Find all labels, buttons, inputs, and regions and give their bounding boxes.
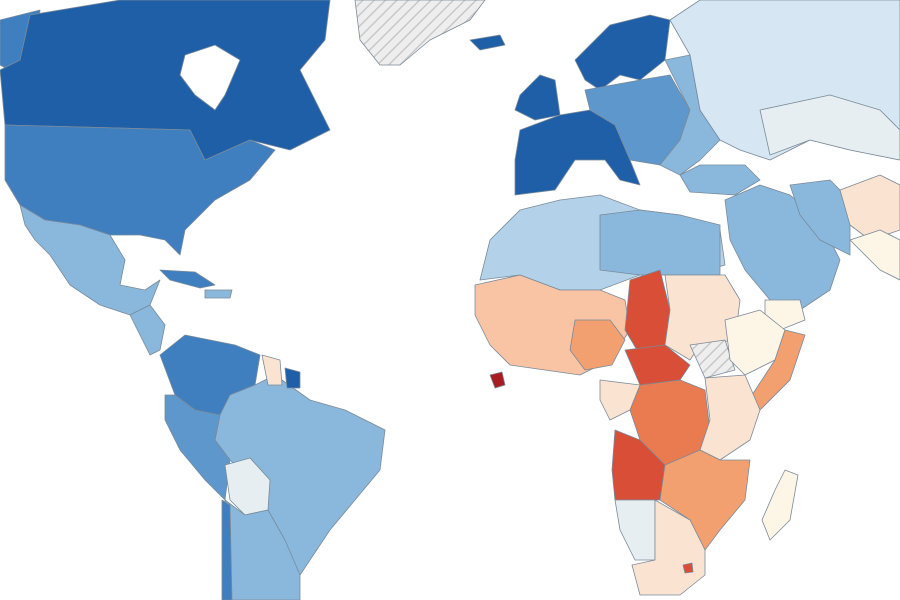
kazakhstan-region: [759, 94, 900, 161]
nigeria: [569, 319, 626, 371]
madagascar: [761, 469, 799, 541]
chile: [221, 499, 233, 600]
peru-ecuador: [164, 394, 231, 501]
sierra-leone: [489, 371, 506, 389]
south-asia: [839, 174, 900, 241]
turkey: [679, 164, 761, 196]
guyanas: [261, 354, 283, 386]
hispaniola: [204, 289, 233, 299]
central-african: [624, 344, 691, 386]
gulf-of-guinea: [599, 379, 641, 421]
scandinavia: [574, 14, 671, 91]
east-africa: [699, 374, 761, 461]
french-guiana: [284, 367, 301, 389]
mexico: [19, 204, 161, 316]
south-sudan: [689, 339, 736, 379]
cuba: [159, 269, 216, 289]
iran: [789, 179, 851, 256]
central-america: [129, 304, 166, 356]
namibia: [614, 499, 656, 561]
canada-hudson-bay: [179, 44, 241, 111]
canada: [0, 0, 331, 161]
lesotho: [682, 562, 694, 574]
greenland: [354, 0, 486, 66]
zambia-mozambique: [659, 449, 751, 551]
iceland: [469, 34, 506, 51]
india: [849, 229, 900, 281]
